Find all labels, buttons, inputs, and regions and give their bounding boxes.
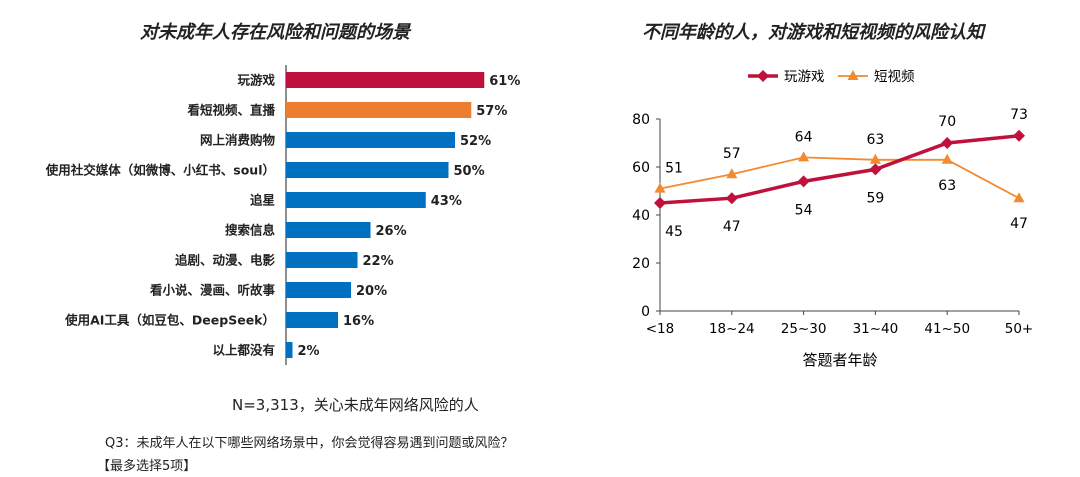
bar (286, 342, 293, 358)
video-data-label: 63 (866, 132, 884, 148)
triangle-marker (869, 153, 881, 164)
bar (286, 132, 455, 148)
bar-value-label: 52% (460, 134, 491, 149)
bar (286, 282, 351, 298)
video-data-label: 57 (723, 146, 741, 162)
bar-category-label: 看小说、漫画、听故事 (150, 283, 276, 298)
line-chart: 0 20 40 60 80 <18 18~24 25~30 31~40 41~50 50+ 答题者年龄… (632, 69, 1034, 369)
bar-value-label: 22% (363, 254, 394, 269)
bar-category-label: 追剧、动漫、电影 (175, 253, 276, 268)
game-data-label: 73 (1010, 107, 1028, 123)
x-tick-label: 31~40 (853, 321, 899, 337)
legend-label: 玩游戏 (784, 69, 825, 85)
bar-category-label: 使用AI工具（如豆包、DeepSeek） (64, 313, 275, 328)
bar-category-label: 网上消费购物 (200, 133, 276, 148)
game-data-label: 45 (665, 224, 683, 240)
game-data-label: 59 (866, 190, 884, 206)
bar (286, 252, 358, 268)
game-data-label: 47 (723, 219, 741, 235)
bar-chart: 玩游戏 61% 看短视频、直播 57% 网上消费购物 52% 使用社交媒体（如微博、小红书、… (45, 65, 520, 365)
bar-category-label: 玩游戏 (237, 73, 275, 88)
hint-note: 【最多选择5项】 (97, 459, 197, 474)
y-tick-label: 20 (632, 256, 650, 272)
bar-value-label: 2% (298, 344, 320, 359)
diamond-marker (1013, 129, 1025, 142)
game-data-label: 54 (795, 202, 813, 218)
bar-category-label: 搜索信息 (225, 223, 276, 238)
diamond-marker (869, 163, 882, 176)
legend-diamond-icon (757, 70, 769, 82)
triangle-marker (798, 151, 810, 162)
x-tick-label: 25~30 (781, 321, 827, 337)
sample-note: N=3,313，关心未成年网络风险的人 (232, 396, 479, 414)
bar-value-label: 16% (343, 314, 374, 329)
y-tick-label: 0 (641, 304, 650, 320)
line-chart-title: 不同年龄的人，对游戏和短视频的风险认知 (642, 22, 984, 43)
question-note: Q3：未成年人在以下哪些网络场景中，你会觉得容易遇到问题或风险？ (105, 436, 514, 451)
triangle-marker (654, 182, 666, 193)
y-tick-label: 40 (632, 208, 650, 224)
bar-value-label: 57% (476, 104, 507, 119)
x-tick-label: 41~50 (924, 321, 970, 337)
video-data-label: 51 (665, 161, 683, 177)
legend-label: 短视频 (874, 69, 915, 85)
bar-value-label: 50% (454, 164, 485, 179)
bar (286, 102, 472, 118)
bar (286, 162, 449, 178)
game-data-label: 70 (938, 114, 956, 130)
y-tick-label: 60 (632, 160, 650, 176)
video-data-label: 63 (938, 178, 956, 194)
bar-category-label: 以上都没有 (212, 343, 275, 358)
diamond-marker (725, 192, 738, 205)
legend-triangle-icon (847, 70, 859, 80)
video-data-label: 64 (795, 129, 813, 145)
bar (286, 222, 371, 238)
bar-value-label: 43% (431, 194, 462, 209)
bar (286, 72, 485, 88)
y-tick-label: 80 (632, 112, 650, 128)
bar-value-label: 20% (356, 284, 387, 299)
triangle-marker (941, 153, 953, 164)
diamond-marker (941, 137, 954, 149)
diamond-marker (797, 175, 810, 188)
bar (286, 192, 426, 208)
bar-value-label: 61% (489, 74, 520, 89)
x-tick-label: 50+ (1005, 321, 1034, 337)
bar-chart-title: 对未成年人存在风险和问题的场景 (140, 22, 410, 43)
bar-category-label: 看短视频、直播 (187, 103, 275, 118)
diamond-marker (654, 197, 666, 209)
x-tick-label: 18~24 (709, 321, 755, 337)
bar-value-label: 26% (376, 224, 407, 239)
x-axis-title: 答题者年龄 (802, 351, 877, 369)
bar-category-label: 追星 (250, 193, 275, 208)
triangle-marker (726, 168, 738, 179)
series-line-短视频 (659, 156, 1020, 199)
series-line-玩游戏 (659, 134, 1020, 205)
bar-category-label: 使用社交媒体（如微博、小红书、soul） (45, 163, 275, 178)
video-data-label: 47 (1010, 216, 1028, 232)
triangle-marker (1013, 192, 1025, 203)
x-tick-label: <18 (646, 321, 675, 337)
bar (286, 312, 338, 328)
